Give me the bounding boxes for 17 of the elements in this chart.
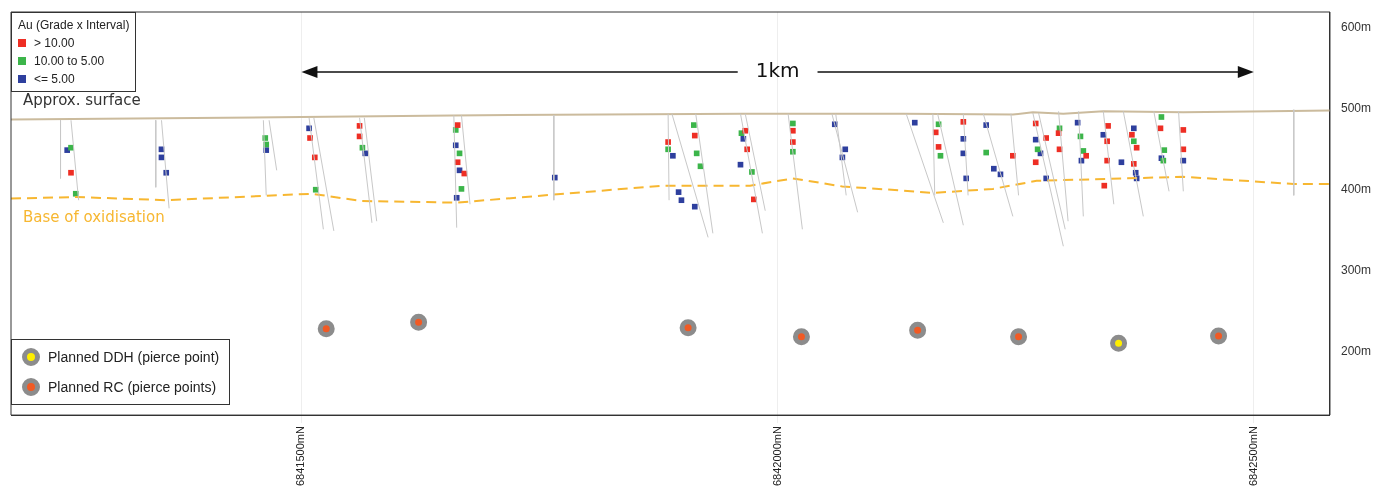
- x-tick-label: 6842000mN: [770, 426, 783, 487]
- y-tick-label: 500m: [1340, 101, 1372, 116]
- legend-title: Au (Grade x Interval): [18, 17, 130, 34]
- legend-label: 10.00 to 5.00: [34, 53, 105, 70]
- y-tick-label: 300m: [1340, 262, 1372, 277]
- legend-label: <= 5.00: [34, 71, 75, 88]
- series-label: Base of oxidisation: [23, 208, 165, 227]
- legend-label: Planned RC (pierce points): [48, 378, 217, 398]
- y-tick-label: 600m: [1340, 20, 1372, 35]
- x-tick-label: 6842500mN: [1246, 426, 1259, 487]
- annotation: 1km: [755, 58, 800, 83]
- y-tick-label: 400m: [1340, 182, 1372, 197]
- legend-label: Planned DDH (pierce point): [48, 348, 220, 368]
- y-tick-label: 200m: [1340, 343, 1372, 358]
- x-tick-label: 6841500mN: [294, 426, 307, 487]
- series-label: Approx. surface: [23, 91, 141, 110]
- legend-label: > 10.00: [34, 35, 75, 52]
